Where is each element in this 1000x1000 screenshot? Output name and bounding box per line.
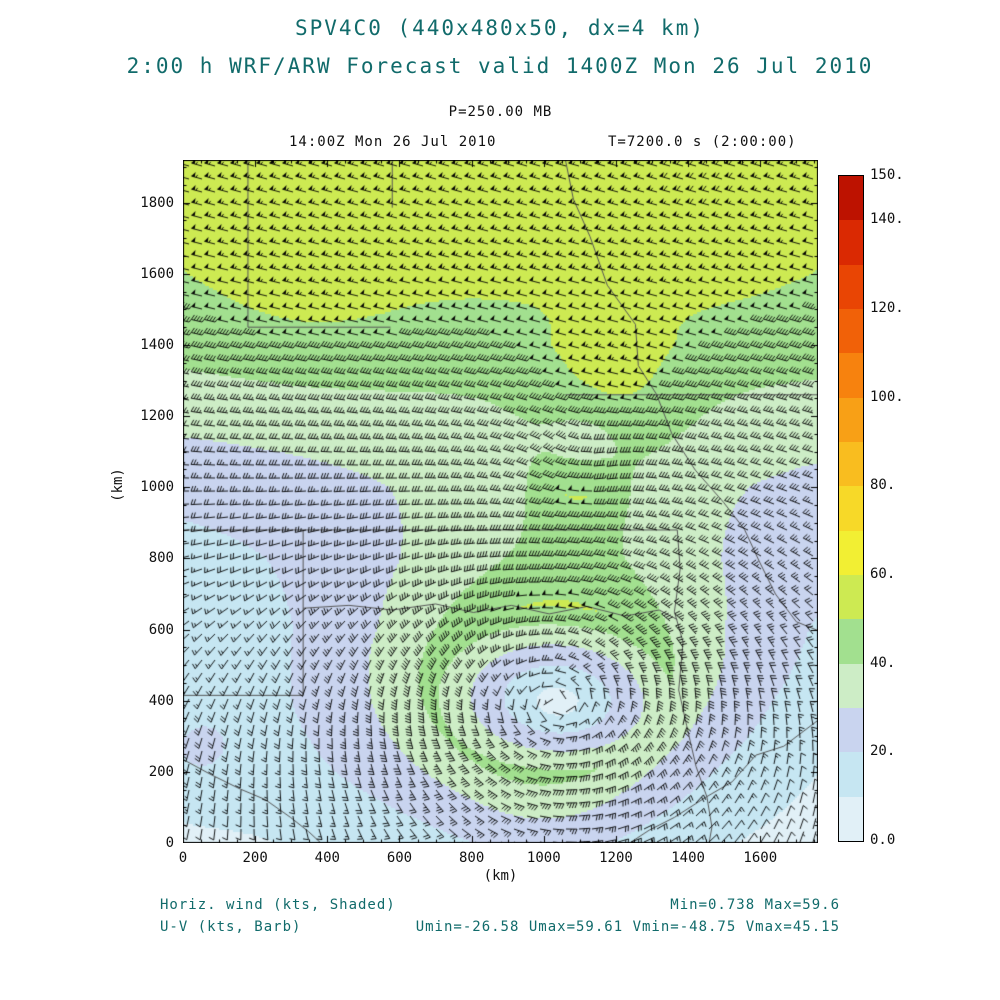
x-tick-label: 0 — [178, 850, 188, 866]
colorbar-segment — [839, 309, 863, 354]
colorbar — [838, 175, 864, 842]
x-tick-label: 600 — [386, 850, 413, 866]
y-tick-label: 400 — [148, 692, 174, 709]
pressure-level-label: P=250.00 MB — [448, 104, 553, 120]
colorbar-segment — [839, 530, 863, 575]
y-tick-label: 800 — [148, 550, 174, 567]
colorbar-tick-label: 60. — [870, 566, 896, 582]
footer-minmax-stats: Min=0.738 Max=59.6 — [670, 897, 840, 913]
colorbar-segment — [839, 575, 863, 620]
y-tick-label: 1000 — [140, 479, 174, 496]
colorbar-tick-label: 120. — [870, 300, 904, 316]
colorbar-tick-label: 150. — [870, 167, 904, 183]
x-tick-label: 200 — [242, 850, 268, 866]
page-title: SPV4C0 (440x480x50, dx=4 km) — [294, 16, 705, 40]
colorbar-segment — [839, 796, 863, 841]
colorbar-segment — [839, 220, 863, 265]
y-tick-label: 1400 — [140, 336, 174, 353]
colorbar-tick-label: 140. — [870, 211, 904, 228]
colorbar-segment — [839, 264, 863, 309]
colorbar-tick-label: 20. — [870, 743, 896, 760]
colorbar-segment — [839, 752, 863, 797]
colorbar-segment — [839, 663, 863, 708]
colorbar-segment — [839, 708, 863, 753]
colorbar-segment — [839, 397, 863, 442]
y-tick-label: 1200 — [140, 408, 174, 425]
footer-barb-field-label: U-V (kts, Barb) — [160, 919, 302, 935]
x-tick-label: 800 — [458, 850, 485, 866]
forecast-time-label: T=7200.0 s (2:00:00) — [608, 134, 797, 150]
y-axis-title: (km) — [110, 468, 126, 502]
colorbar-segment — [839, 176, 863, 221]
x-tick-label: 1200 — [599, 850, 633, 866]
colorbar-segment — [839, 353, 863, 398]
colorbar-tick-label: 100. — [870, 388, 904, 405]
x-tick-label: 1600 — [743, 850, 778, 866]
colorbar-segment — [839, 619, 863, 664]
y-tick-label: 1800 — [140, 194, 174, 211]
y-tick-label: 600 — [148, 621, 174, 638]
footer-uv-minmax-stats: Umin=-26.58 Umax=59.61 Vmin=-48.75 Vmax=… — [415, 919, 840, 935]
x-tick-label: 1000 — [526, 850, 561, 866]
y-tick-label: 0 — [165, 835, 174, 851]
footer-shaded-field-label: Horiz. wind (kts, Shaded) — [160, 897, 396, 913]
colorbar-tick-label: 40. — [870, 654, 896, 671]
colorbar-segment — [839, 486, 863, 531]
x-axis-title: (km) — [483, 868, 518, 884]
x-tick-label: 1400 — [671, 850, 705, 866]
wind-map-canvas — [183, 160, 818, 843]
page-subtitle: 2:00 h WRF/ARW Forecast valid 1400Z Mon … — [126, 54, 874, 78]
y-tick-label: 1600 — [140, 265, 174, 282]
colorbar-segment — [839, 442, 863, 487]
colorbar-tick-label: 80. — [870, 477, 896, 494]
y-tick-label: 200 — [148, 763, 174, 780]
colorbar-tick-label: 0.0 — [870, 832, 896, 848]
valid-time-label: 14:00Z Mon 26 Jul 2010 — [289, 134, 497, 150]
x-tick-label: 400 — [314, 850, 340, 866]
